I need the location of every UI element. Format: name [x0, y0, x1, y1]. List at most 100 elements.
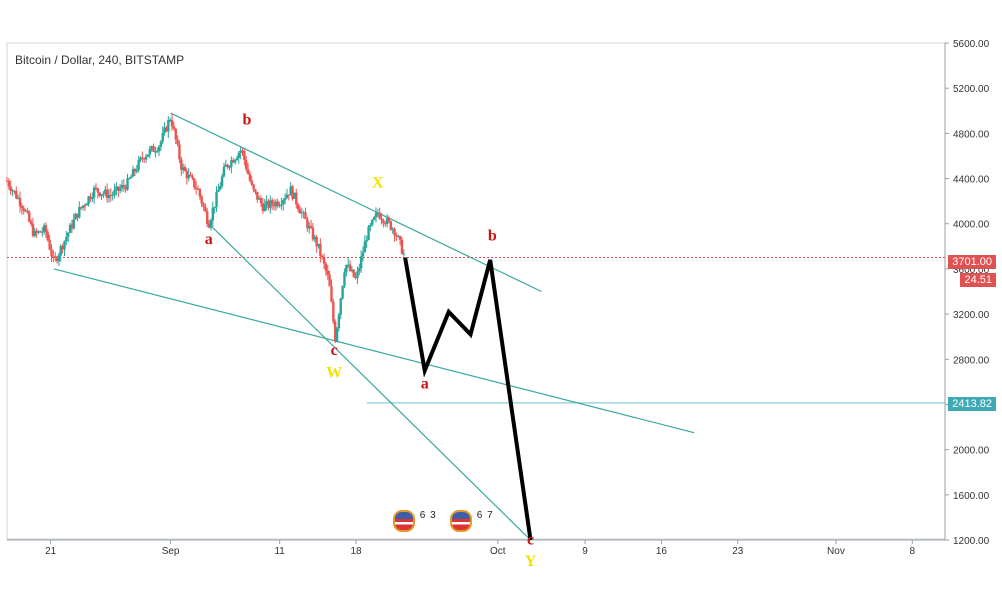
- candle-body: [198, 189, 202, 197]
- wave-label: Y: [525, 553, 537, 570]
- candle-body: [72, 219, 75, 229]
- candle-body: [211, 208, 215, 221]
- candle-body: [115, 186, 118, 190]
- candle-body: [65, 236, 68, 242]
- candle-body: [37, 231, 40, 233]
- candle-body: [144, 156, 148, 160]
- candle-body: [393, 228, 396, 236]
- candle-body: [133, 168, 137, 172]
- y-tick-label: 1600.00: [953, 491, 990, 502]
- y-tick-label: 3600.00: [953, 265, 990, 276]
- trendline[interactable]: [53, 268, 695, 434]
- candle-body: [369, 224, 372, 227]
- candle-body: [79, 207, 83, 209]
- candle-body: [317, 243, 320, 247]
- candle-body: [300, 212, 304, 214]
- candle-body: [81, 205, 85, 208]
- candle-body: [29, 221, 33, 225]
- candle-body: [94, 187, 98, 189]
- x-tick-label: Nov: [827, 546, 845, 557]
- candle-body: [226, 164, 229, 168]
- candle-body: [154, 151, 157, 153]
- candle-body: [143, 158, 146, 160]
- candle-body: [24, 210, 27, 212]
- y-tick-label: 5600.00: [953, 39, 990, 50]
- candle-body: [207, 224, 211, 228]
- y-tick-label: 5200.00: [953, 84, 990, 95]
- y-tick-label: 2000.00: [953, 446, 990, 457]
- candle-body: [46, 232, 49, 241]
- candle-body: [78, 207, 81, 218]
- candle-body: [50, 249, 53, 257]
- candle-body: [233, 159, 237, 163]
- level-price-tag: 2413.82: [948, 397, 996, 411]
- candle-body: [57, 255, 61, 262]
- candle-body: [257, 198, 261, 200]
- candle-body: [161, 132, 164, 142]
- candle-body: [324, 263, 328, 271]
- candle-body: [181, 167, 185, 171]
- y-tick-label: 4000.00: [953, 220, 990, 231]
- candle-body: [363, 241, 367, 253]
- x-tick-label: 11: [274, 546, 285, 557]
- candle-body: [89, 196, 92, 200]
- candle-body: [248, 173, 252, 181]
- candle-body: [16, 197, 20, 199]
- y-tick-label: 4400.00: [953, 175, 990, 186]
- candle-body: [11, 190, 14, 192]
- candle-body: [196, 188, 200, 190]
- wave-label: c: [331, 342, 338, 359]
- flag-badge[interactable]: 6 3: [393, 510, 436, 532]
- candle-body: [359, 256, 363, 269]
- candle-body: [230, 160, 233, 167]
- wave-label: b: [243, 111, 252, 128]
- candle-body: [315, 236, 318, 247]
- candle-body: [328, 274, 331, 287]
- candle-body: [246, 169, 250, 174]
- candle-body: [22, 208, 25, 211]
- x-tick-label: Sep: [162, 546, 180, 557]
- candle-body: [348, 264, 352, 271]
- candle-body: [270, 200, 274, 205]
- candle-body: [298, 209, 302, 214]
- x-tick-label: 23: [732, 546, 744, 557]
- candle-body: [235, 158, 239, 160]
- wave-label: a: [421, 376, 429, 393]
- projection-path[interactable]: [403, 257, 533, 541]
- trendline[interactable]: [208, 223, 531, 541]
- candle-body: [83, 205, 87, 207]
- candle-body: [345, 265, 348, 273]
- candle-body: [365, 240, 368, 242]
- candle-body: [378, 212, 381, 219]
- us-flag-icon: [450, 510, 472, 532]
- candle-body: [120, 185, 124, 189]
- candle-body: [341, 285, 344, 299]
- candle-body: [109, 194, 113, 196]
- candle-body: [141, 157, 144, 159]
- candle-body: [202, 203, 205, 207]
- candle-body: [191, 176, 194, 179]
- candle-body: [250, 180, 253, 185]
- candle-body: [391, 228, 394, 230]
- candle-body: [263, 204, 266, 212]
- candle-body: [68, 224, 72, 233]
- candle-body: [400, 239, 404, 254]
- candle-body: [117, 186, 120, 191]
- candle-body: [339, 298, 342, 315]
- candle-body: [113, 189, 116, 195]
- candle-body: [26, 210, 29, 213]
- candle-body: [204, 206, 207, 212]
- candle-body: [126, 178, 129, 190]
- candle-body: [213, 206, 216, 209]
- countdown-tag: 24.51: [960, 273, 996, 287]
- flag-badge[interactable]: 6 7: [450, 510, 493, 532]
- candle-body: [96, 188, 100, 193]
- candle-body: [352, 269, 355, 277]
- trendline[interactable]: [170, 112, 542, 293]
- candle-body: [155, 151, 159, 153]
- candle-body: [105, 189, 109, 199]
- x-tick-label: 9: [582, 546, 588, 557]
- badge-num-a: 6: [419, 510, 426, 521]
- candle-body: [42, 225, 46, 232]
